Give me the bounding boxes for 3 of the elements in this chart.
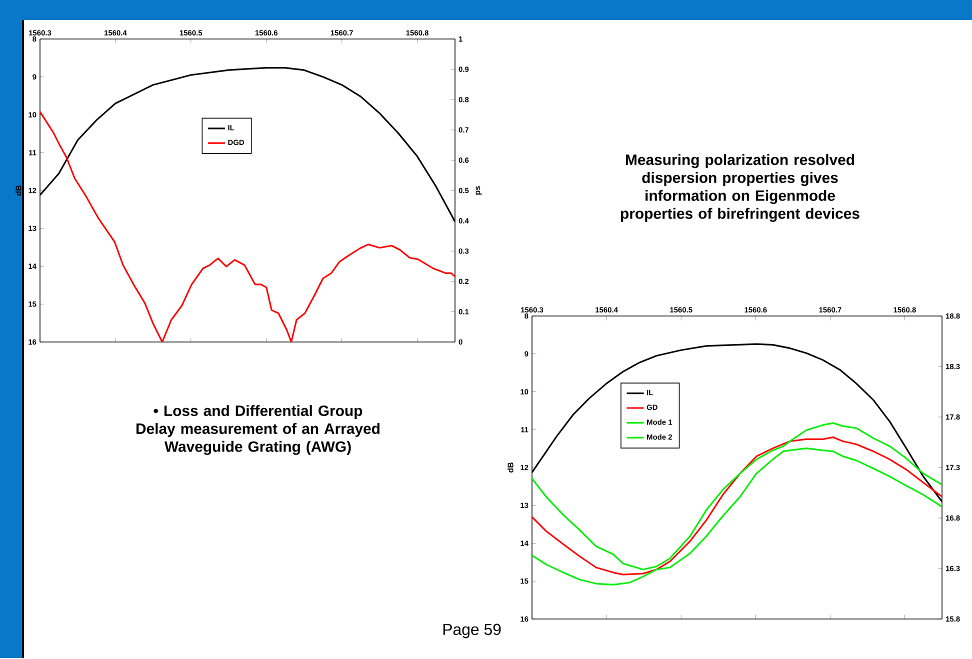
text: • Loss and Differential Group Delay measurement of an Arrayed Waveguide Grating (AWG) [136, 405, 380, 455]
text: Measuring polarization resolved dispersion properties gives information on Eigenmode properties of birefringent devices [621, 154, 860, 222]
text: Page 59 [443, 624, 501, 638]
